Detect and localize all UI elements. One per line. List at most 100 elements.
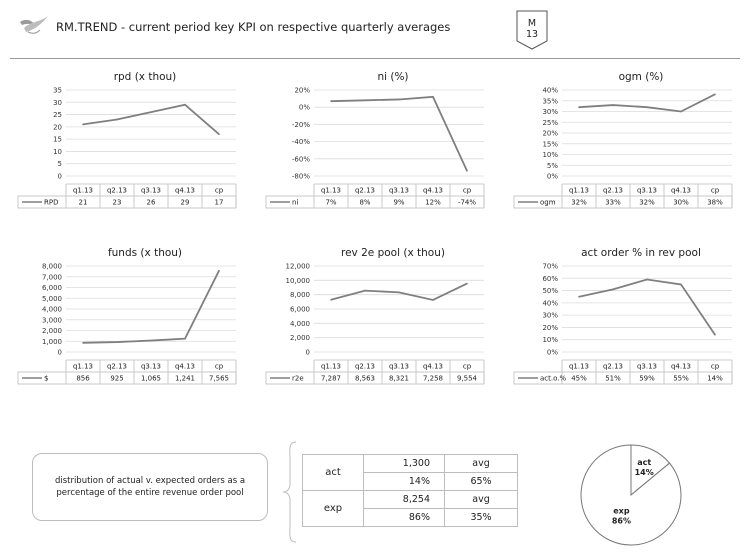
y-tick-label: 0% xyxy=(299,104,310,112)
data-label: 55% xyxy=(673,375,689,383)
y-tick-label: 1,000 xyxy=(42,338,62,346)
chart-svg-ni: ni (%) -80% -60% -40% -20% 0% 20% q1.13 q2.13 q3.… xyxy=(265,71,485,209)
data-label: 12% xyxy=(425,199,441,207)
x-tick-label: q2.13 xyxy=(107,363,127,371)
brace-icon xyxy=(282,441,297,543)
x-tick-label: q4.13 xyxy=(423,187,443,195)
x-tick-label: q1.13 xyxy=(569,363,589,371)
x-tick-label: q2.13 xyxy=(107,187,127,195)
data-table: q1.13 q2.13 q3.13 q4.13 cp 7% 8% 9% 12% -74% ni xyxy=(265,183,485,209)
y-tick-label: 50% xyxy=(542,287,558,295)
table-row: exp 8,254 avg xyxy=(302,490,518,527)
y-tick-label: 10% xyxy=(542,151,558,159)
data-point xyxy=(82,341,84,344)
data-point xyxy=(218,133,220,136)
y-tick-label: 2,000 xyxy=(42,327,62,335)
pie-value-label: 86% xyxy=(612,516,631,525)
data-label: 51% xyxy=(605,375,621,383)
y-tick-label: 0% xyxy=(547,349,558,357)
y-tick-label: 0 xyxy=(58,173,62,181)
data-label: 9% xyxy=(393,199,404,207)
x-tick-label: q2.13 xyxy=(603,187,623,195)
data-point xyxy=(116,341,118,343)
exp-avg: 35% xyxy=(444,508,518,527)
y-tick-label: -80% xyxy=(292,173,310,181)
y-tick-label: -60% xyxy=(292,155,310,163)
y-tick-label: 4,000 xyxy=(290,320,310,328)
x-tick-label: q3.13 xyxy=(637,363,657,371)
data-label: 23 xyxy=(113,199,122,207)
y-tick-label: -20% xyxy=(292,121,310,129)
chart-title: funds (x thou) xyxy=(108,247,182,259)
legend-label: RPD xyxy=(44,199,58,207)
y-tick-label: 40% xyxy=(542,299,558,307)
data-point xyxy=(184,337,186,340)
data-label: 1,065 xyxy=(141,375,161,383)
chart-title: act order % in rev pool xyxy=(581,247,701,259)
exp-avg-label: avg xyxy=(444,490,518,509)
chart-title: rpd (x thou) xyxy=(114,71,177,83)
legend-label: ogm xyxy=(540,199,556,207)
chart-title: rev 2e pool (x thou) xyxy=(341,247,445,259)
data-point xyxy=(466,170,468,172)
y-tick-label: 10% xyxy=(542,336,558,344)
x-tick-label: cp xyxy=(215,187,224,195)
y-tick-label: 5% xyxy=(547,162,558,170)
pie-slice-exp xyxy=(580,444,682,546)
x-tick-label: q1.13 xyxy=(73,187,93,195)
y-tick-label: 25 xyxy=(53,111,62,119)
data-label: 7% xyxy=(325,199,336,207)
legend-label: act.o.% xyxy=(540,375,566,383)
month-tag: M 13 xyxy=(516,10,548,50)
data-label: 8,563 xyxy=(355,375,375,383)
data-label: 30% xyxy=(673,199,689,207)
data-point xyxy=(398,98,400,101)
data-label: 26 xyxy=(147,199,156,207)
y-tick-label: 10,000 xyxy=(286,277,311,285)
chart-svg-actorder: act order % in rev pool 0% 10% 20% 30% 40% 50%… xyxy=(513,247,733,385)
data-table: q1.13 q2.13 q3.13 q4.13 cp 856 925 1,065 1,241 7,… xyxy=(17,359,237,385)
legend-label: ni xyxy=(292,199,298,207)
x-tick-label: q4.13 xyxy=(175,363,195,371)
x-tick-label: q3.13 xyxy=(141,187,161,195)
exp-pct: 86% xyxy=(363,508,445,527)
data-label: 59% xyxy=(639,375,655,383)
data-point xyxy=(82,123,84,126)
data-label: 17 xyxy=(215,199,224,207)
act-label: act xyxy=(302,454,364,491)
y-tick-label: 30 xyxy=(53,99,62,107)
data-label: 8,321 xyxy=(389,375,409,383)
y-tick-label: 6,000 xyxy=(42,284,62,292)
x-tick-label: q4.13 xyxy=(671,363,691,371)
header-divider xyxy=(10,58,740,59)
data-point xyxy=(218,269,220,272)
data-table: q1.13 q2.13 q3.13 q4.13 cp 45% 51% 59% 55% 14% act… xyxy=(513,359,733,385)
y-tick-label: 4,000 xyxy=(42,306,62,314)
pie-label: exp xyxy=(613,506,630,515)
data-point xyxy=(680,283,682,286)
chart-rpd: rpd (x thou) 0 5 10 15 20 25 30 35 q1.13 q2.13 q3.1… xyxy=(8,68,246,216)
data-table: q1.13 q2.13 q3.13 q4.13 cp 7,287 8,563 8,321 7,2… xyxy=(265,359,485,385)
x-tick-label: q4.13 xyxy=(671,187,691,195)
chart-svg-rev2e: rev 2e pool (x thou) 0 2,000 4,000 6,000 8,00… xyxy=(265,247,485,385)
data-point xyxy=(364,99,366,102)
x-tick-label: q4.13 xyxy=(423,363,443,371)
series-line xyxy=(82,103,220,135)
chart-svg-rpd: rpd (x thou) 0 5 10 15 20 25 30 35 q1.13 q2.13 q3.1… xyxy=(17,71,237,209)
y-tick-label: 5,000 xyxy=(42,295,62,303)
chart-rev-2e-pool: rev 2e pool (x thou) 0 2,000 4,000 6,000 8,00… xyxy=(256,244,494,392)
data-label: 856 xyxy=(76,375,90,383)
y-tick-label: 60% xyxy=(542,275,558,283)
x-tick-label: cp xyxy=(711,363,720,371)
x-tick-label: q2.13 xyxy=(603,363,623,371)
x-tick-label: cp xyxy=(711,187,720,195)
distribution-note-text: distribution of actual v. expected order… xyxy=(54,476,246,498)
y-tick-label: 0 xyxy=(58,349,62,357)
data-point xyxy=(578,295,580,298)
x-tick-label: q3.13 xyxy=(141,363,161,371)
x-tick-label: q4.13 xyxy=(175,187,195,195)
data-label: 38% xyxy=(707,199,723,207)
y-tick-label: 0 xyxy=(306,349,310,357)
x-tick-label: q1.13 xyxy=(569,187,589,195)
